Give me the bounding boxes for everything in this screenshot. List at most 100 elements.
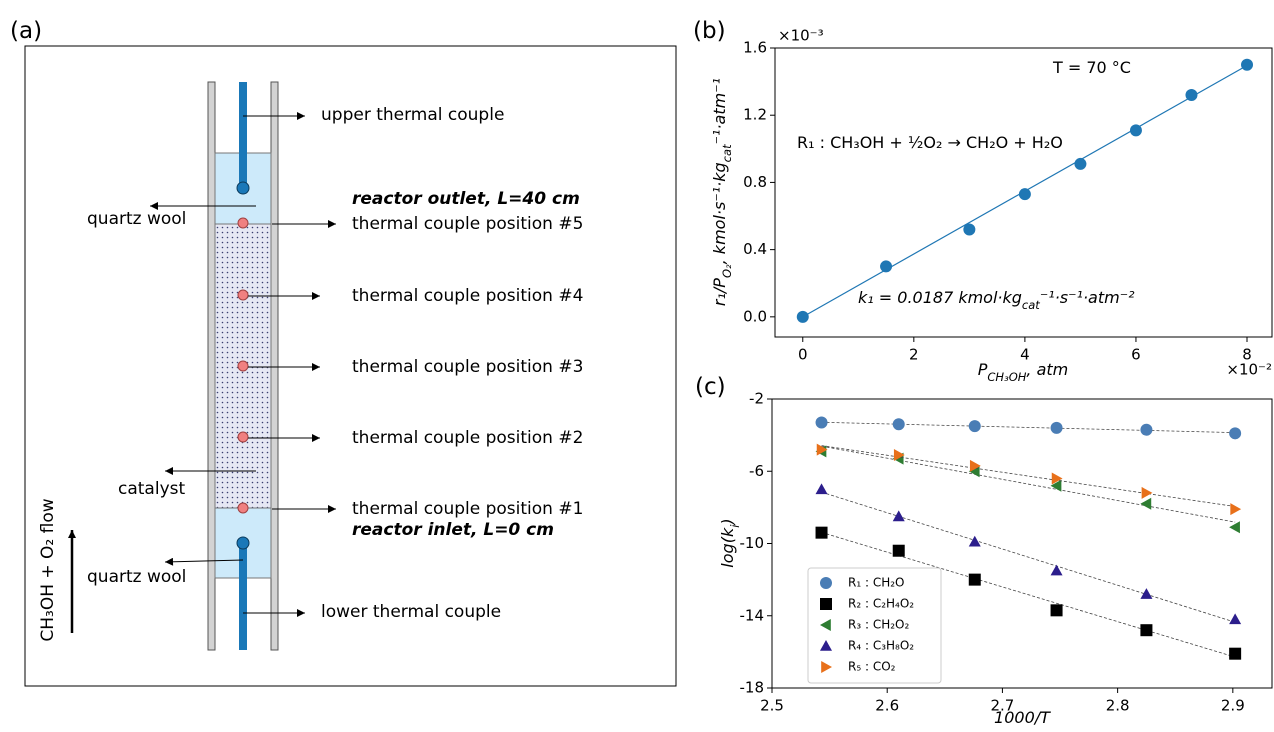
- x-tick-label: 0: [798, 346, 808, 364]
- label: quartz wool: [87, 567, 186, 587]
- marker: [1018, 188, 1031, 201]
- trend-line: [821, 491, 1236, 623]
- marker: [892, 510, 905, 522]
- label: reactor inlet, L=0 cm: [352, 520, 554, 540]
- marker: [821, 661, 832, 673]
- y-axis-label-part: r₁/P: [710, 278, 729, 306]
- marker: [1185, 89, 1198, 102]
- marker: [969, 459, 981, 472]
- marker: [963, 223, 976, 236]
- marker: [1230, 503, 1242, 516]
- trend-line: [821, 445, 1236, 507]
- x-tick-label: 2: [909, 346, 919, 364]
- marker: [968, 535, 981, 547]
- label: quartz wool: [87, 209, 186, 229]
- annotation-part: k₁ = 0.0187 kmol·kg: [858, 288, 1022, 307]
- tube-wall: [270, 81, 279, 651]
- marker: [820, 577, 832, 589]
- marker: [1140, 588, 1153, 599]
- marker: [1050, 604, 1063, 617]
- y-tick-label: 0.8: [743, 173, 767, 191]
- marker: [1229, 647, 1242, 660]
- y-axis-label: r₁/PO₂, kmol·s⁻¹·kgcat⁻¹·atm⁻¹: [710, 78, 734, 306]
- y-tick-label: 1.6: [743, 39, 767, 57]
- y-axis-label-part: i: [728, 524, 742, 528]
- marker: [893, 448, 905, 461]
- marker: [1050, 421, 1063, 434]
- annotation: k₁ = 0.0187 kmol·kgcat⁻¹·s⁻¹·atm⁻²: [858, 288, 1135, 312]
- x-tick-label: 8: [1242, 346, 1252, 364]
- y-axis-label-part: O₂: [720, 264, 734, 278]
- legend-label: R₁ : CH₂O: [848, 576, 904, 590]
- marker: [815, 416, 828, 429]
- marker: [968, 573, 981, 586]
- y-tick-label: 0.4: [743, 240, 767, 258]
- marker: [892, 544, 905, 557]
- y-axis-label-part: , kmol·s⁻¹·kg: [710, 162, 729, 264]
- marker: [1229, 613, 1242, 625]
- x-axis-label: PCH₃OH, atm: [978, 360, 1069, 384]
- trend-line: [821, 421, 1236, 434]
- offset-label: ×10⁻³: [778, 27, 824, 45]
- marker: [1141, 486, 1153, 499]
- offset-label: ×10⁻²: [1226, 361, 1272, 379]
- marker: [1140, 423, 1153, 436]
- y-tick-label: 1.2: [743, 106, 767, 124]
- flow-label: CH₃OH + O₂ flow: [38, 498, 58, 641]
- x-tick-label: 4: [1020, 346, 1030, 364]
- marker: [815, 483, 828, 495]
- y-tick-label: -18: [740, 679, 765, 697]
- legend-label: R₂ : C₂H₄O₂: [848, 597, 914, 611]
- annotation-part: ⁻¹·s⁻¹·atm⁻²: [1040, 288, 1135, 307]
- label: thermal couple position #5: [352, 214, 583, 234]
- marker: [815, 526, 828, 539]
- marker: [820, 619, 831, 631]
- y-axis-label-part: log(k: [718, 527, 737, 568]
- tube-wall: [207, 81, 216, 651]
- x-axis-label-part: 1000/T: [994, 708, 1051, 727]
- panel-frame: [24, 45, 677, 687]
- thermocouple-tip: [236, 536, 250, 550]
- panel-label: (a): [10, 18, 42, 44]
- thermocouple: [239, 82, 247, 188]
- marker: [1074, 157, 1087, 170]
- plot-frame: [774, 47, 1273, 338]
- x-axis-label-part: CH₃OH: [987, 370, 1026, 384]
- x-axis-label-part: , atm: [1026, 360, 1068, 379]
- label: reactor outlet, L=40 cm: [352, 189, 580, 209]
- thermocouple-tip: [236, 181, 250, 195]
- y-tick-label: -10: [740, 534, 765, 552]
- marker: [1140, 624, 1153, 637]
- arrow: [164, 557, 244, 566]
- trend-line: [821, 445, 1236, 523]
- y-axis-label: log(ki): [718, 518, 742, 567]
- marker: [796, 310, 809, 323]
- label: thermal couple position #1: [352, 499, 583, 519]
- marker: [1051, 472, 1063, 485]
- label: lower thermal couple: [321, 602, 501, 622]
- marker: [892, 418, 905, 431]
- label: catalyst: [118, 479, 185, 499]
- x-tick-label: 2.9: [1221, 697, 1245, 715]
- annotation-part: cat: [1022, 298, 1040, 312]
- legend-frame: [807, 567, 942, 684]
- y-axis-label-part: ⁻¹·atm⁻¹: [710, 78, 729, 144]
- marker: [1140, 497, 1152, 510]
- y-tick-label: 0.0: [743, 307, 767, 325]
- panel-label: (c): [695, 374, 726, 400]
- y-axis-label-part: cat: [720, 144, 734, 162]
- y-tick-label: -2: [749, 390, 764, 408]
- label: thermal couple position #4: [352, 286, 583, 306]
- trend-line: [821, 531, 1236, 658]
- annotation: T = 70 °C: [1052, 58, 1131, 77]
- annotation: R₁ : CH₃OH + ½O₂ → CH₂O + H₂O: [797, 133, 1063, 152]
- marker: [880, 260, 893, 273]
- legend-label: R₅ : CO₂: [848, 660, 896, 674]
- annotation-part: T = 70 °C: [1052, 58, 1131, 77]
- y-tick-label: -14: [740, 606, 765, 624]
- annotation-part: R₁ : CH₃OH + ½O₂ → CH₂O + H₂O: [797, 133, 1063, 152]
- label: upper thermal couple: [321, 105, 504, 125]
- reactor-diagram: upper thermal couple reactor outlet, L=4…: [24, 45, 677, 687]
- x-axis-label-part: P: [978, 360, 988, 379]
